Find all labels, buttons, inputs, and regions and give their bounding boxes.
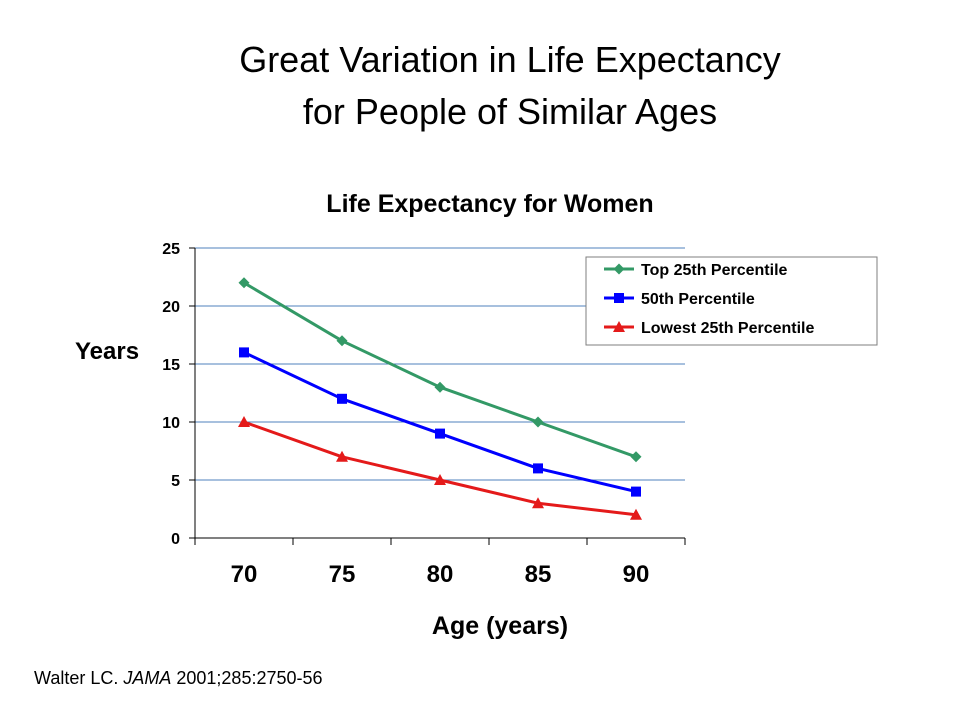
legend-entry-label: 50th Percentile bbox=[641, 291, 755, 308]
series-2 bbox=[239, 347, 641, 497]
y-axis-label: Years bbox=[75, 338, 140, 365]
data-point bbox=[434, 381, 446, 393]
legend-marker bbox=[613, 321, 625, 332]
data-point bbox=[631, 486, 641, 497]
data-point bbox=[532, 497, 544, 509]
x-tick-label: 85 bbox=[525, 561, 552, 588]
series-3 bbox=[238, 416, 642, 520]
slide-title: Great Variation in Life Expectancy for P… bbox=[0, 34, 960, 138]
y-tick-label: 25 bbox=[162, 241, 180, 258]
legend-box bbox=[585, 256, 878, 346]
axis-layer: 0 5 10 15 20 25 70 75 80 85 90 bbox=[162, 241, 686, 588]
data-point bbox=[336, 450, 348, 462]
legend-entry-label: Lowest 25th Percentile bbox=[641, 320, 814, 337]
series-1 bbox=[238, 277, 642, 463]
citation-details: 2001;285:2750-56 bbox=[171, 668, 323, 688]
slide-title-line2: for People of Similar Ages bbox=[302, 91, 718, 132]
data-point bbox=[533, 463, 543, 474]
data-point bbox=[239, 347, 249, 358]
chart-title: Life Expectancy for Women bbox=[326, 190, 654, 218]
x-tick-label: 90 bbox=[623, 561, 650, 588]
y-tick-label: 20 bbox=[162, 299, 180, 316]
slide-title-line1: Great Variation in Life Expectancy bbox=[239, 39, 781, 80]
x-tick-label: 80 bbox=[427, 561, 454, 588]
x-tick-label: 70 bbox=[231, 561, 258, 588]
citation: Walter LC. JAMA 2001;285:2750-56 bbox=[34, 668, 323, 689]
y-tick-label: 10 bbox=[162, 415, 180, 432]
data-point bbox=[238, 277, 250, 289]
legend-marker bbox=[614, 293, 624, 303]
x-axis-label: Age (years) bbox=[431, 612, 569, 640]
data-point bbox=[238, 416, 250, 427]
x-tick-label: 75 bbox=[329, 561, 356, 588]
series-layer bbox=[238, 277, 642, 520]
y-tick-label: 5 bbox=[171, 473, 180, 490]
data-point bbox=[532, 416, 544, 428]
data-point bbox=[630, 451, 642, 463]
citation-authors: Walter LC. bbox=[34, 668, 124, 688]
legend-entry-label: Top 25th Percentile bbox=[641, 262, 788, 279]
y-tick-label: 0 bbox=[171, 531, 180, 548]
y-tick-label: 15 bbox=[162, 357, 180, 374]
data-point bbox=[630, 508, 642, 520]
legend-marker bbox=[613, 263, 625, 275]
data-point bbox=[336, 335, 348, 347]
data-point bbox=[337, 393, 347, 404]
legend: Top 25th Percentile 50th Percentile Lowest… bbox=[585, 256, 878, 346]
data-point bbox=[435, 428, 445, 439]
data-point bbox=[434, 474, 446, 485]
citation-journal: JAMA bbox=[123, 668, 172, 688]
